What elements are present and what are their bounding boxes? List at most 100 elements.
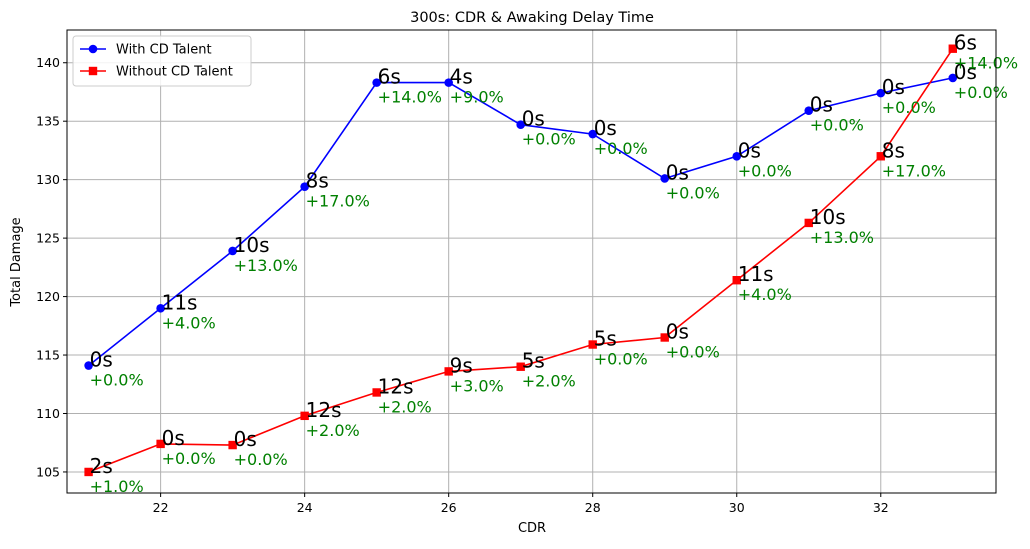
delay-label: 4s — [450, 65, 473, 89]
x-tick-label: 30 — [729, 500, 745, 515]
data-point — [372, 78, 381, 87]
delay-label: 8s — [306, 169, 329, 193]
percent-label: +0.0% — [162, 449, 216, 468]
data-point — [948, 73, 958, 83]
data-point — [804, 106, 814, 115]
delay-label: 0s — [882, 75, 905, 99]
percent-label: +2.0% — [522, 372, 576, 391]
grid-lines — [67, 30, 996, 493]
delay-label: 10s — [810, 205, 846, 229]
y-axis-ticks: 105 110 115 120 125 130 135 140 — [36, 55, 67, 479]
data-point — [732, 151, 742, 161]
x-tick-label: 32 — [873, 500, 889, 515]
percent-label: +0.0% — [522, 130, 576, 149]
legend-label: With CD Talent — [116, 43, 212, 58]
x-tick-label: 28 — [585, 500, 601, 515]
percent-label: +4.0% — [162, 313, 216, 332]
x-tick-label: 22 — [153, 500, 169, 515]
data-point — [660, 333, 669, 342]
delay-label: 0s — [522, 107, 545, 131]
data-point — [156, 303, 165, 313]
y-tick-label: 140 — [36, 55, 60, 70]
plot-frame — [66, 29, 997, 494]
percent-label: +2.0% — [378, 397, 432, 416]
x-axis-label: CDR — [518, 521, 546, 536]
y-tick-label: 105 — [36, 464, 60, 479]
data-point — [660, 174, 670, 183]
x-tick-label: 26 — [441, 500, 457, 515]
delay-label: 0s — [666, 319, 689, 343]
data-point — [84, 467, 93, 477]
percent-label: +1.0% — [90, 477, 144, 496]
percent-label: +0.0% — [882, 98, 936, 117]
data-point — [588, 129, 598, 139]
percent-label: +0.0% — [738, 161, 792, 180]
data-point — [516, 120, 525, 130]
percent-label: +9.0% — [450, 88, 504, 107]
delay-label: 11s — [162, 290, 198, 314]
data-point — [876, 152, 885, 161]
legend-marker — [88, 44, 98, 54]
data-point — [84, 361, 93, 370]
y-tick-label: 120 — [36, 289, 60, 304]
delay-label: 0s — [954, 60, 977, 84]
data-point — [300, 182, 309, 191]
chart-title: 300s: CDR & Awaking Delay Time — [410, 10, 654, 26]
data-point — [948, 44, 957, 53]
delay-label: 2s — [90, 454, 113, 478]
percent-label: +0.0% — [234, 450, 288, 469]
data-point — [156, 439, 165, 449]
percent-label: +14.0% — [378, 88, 442, 107]
annotations-layer: 0s+0.0%11s+4.0%10s+13.0%8s+17.0%6s+14.0%… — [90, 31, 1018, 496]
delay-label: 6s — [378, 65, 401, 89]
y-tick-label: 135 — [36, 114, 60, 129]
percent-label: +17.0% — [882, 161, 946, 180]
data-point — [588, 340, 597, 349]
delay-label: 0s — [810, 93, 833, 117]
series-without-cd-talent — [84, 44, 957, 477]
percent-label: +0.0% — [954, 83, 1008, 102]
delay-label: 12s — [306, 398, 342, 422]
x-tick-label: 24 — [297, 500, 313, 515]
data-point — [876, 88, 886, 98]
y-axis-label: Total Damage — [9, 217, 24, 307]
x-axis-ticks: 22 24 26 28 30 32 — [153, 493, 889, 515]
data-point — [228, 440, 237, 450]
delay-label: 0s — [90, 348, 113, 372]
legend-box — [72, 35, 252, 87]
delay-label: 6s — [954, 31, 977, 55]
series-with-cd-talent — [84, 73, 958, 370]
percent-label: +0.0% — [666, 183, 720, 202]
legend-item: With CD Talent — [80, 43, 212, 58]
delay-label: 8s — [882, 138, 905, 162]
delay-label: 0s — [666, 160, 689, 184]
data-point — [444, 367, 453, 376]
percent-label: +13.0% — [234, 256, 298, 275]
legend-label: Without CD Talent — [116, 65, 233, 80]
percent-label: +17.0% — [306, 192, 370, 211]
percent-label: +14.0% — [954, 54, 1018, 73]
y-tick-label: 110 — [36, 406, 60, 421]
data-point — [516, 362, 525, 371]
percent-label: +3.0% — [450, 376, 504, 395]
data-point — [444, 78, 453, 87]
delay-label: 11s — [738, 262, 774, 286]
delay-label: 12s — [378, 374, 414, 398]
series-layer — [84, 44, 958, 477]
y-tick-label: 115 — [36, 348, 60, 363]
percent-label: +4.0% — [738, 285, 792, 304]
delay-label: 10s — [234, 233, 270, 257]
legend-marker — [88, 66, 98, 76]
percent-label: +0.0% — [90, 371, 144, 390]
percent-label: +0.0% — [810, 116, 864, 135]
data-point — [228, 246, 237, 256]
percent-label: +0.0% — [666, 342, 720, 361]
y-tick-label: 125 — [36, 231, 60, 246]
y-tick-label: 130 — [36, 172, 60, 187]
delay-label: 0s — [234, 427, 257, 451]
delay-label: 9s — [450, 353, 473, 377]
data-point — [804, 218, 813, 228]
percent-label: +0.0% — [594, 350, 648, 369]
delay-label: 5s — [522, 349, 545, 373]
